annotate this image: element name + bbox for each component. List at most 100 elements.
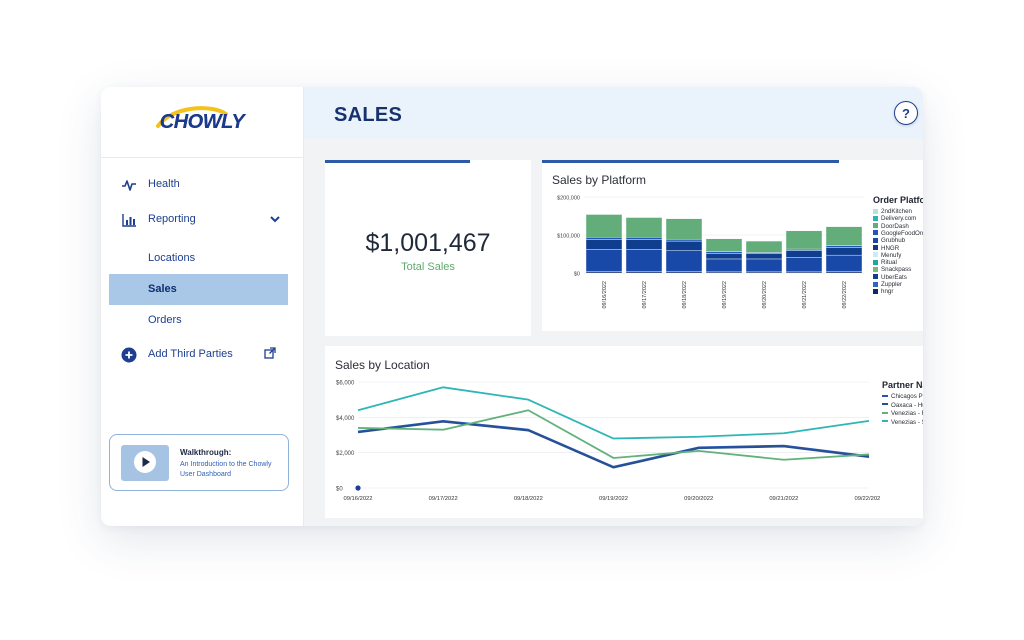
x-tick-label: 09/18/2022 [682, 281, 688, 309]
bar-segment [785, 230, 823, 250]
dashboard-window: CHOWLY Health Reporting [101, 87, 923, 526]
logo-area: CHOWLY [101, 87, 303, 158]
chart-title: Sales by Platform [552, 173, 647, 187]
logo-text: CHOWLY [159, 110, 245, 133]
y-tick-label: $6,000 [336, 381, 355, 387]
legend-label: Delivery.com [881, 215, 917, 223]
series-line [357, 409, 870, 461]
external-link-icon [264, 347, 276, 359]
walkthrough-card[interactable]: Walkthrough: An Introduction to the Chow… [109, 434, 289, 491]
legend-swatch [873, 215, 878, 221]
y-tick-label: $0 [336, 487, 343, 493]
legend-item[interactable]: DoorDash [873, 223, 909, 230]
legend-item[interactable]: Venezias - S [882, 419, 923, 426]
bar-segment [625, 237, 663, 240]
y-tick-label: $2,000 [336, 451, 355, 457]
legend-item[interactable]: Oaxaca - Hu [882, 402, 923, 409]
bar-segment [825, 254, 863, 272]
legend-swatch [882, 420, 888, 422]
bar-segment [745, 240, 783, 253]
series-line [357, 386, 870, 440]
legend-label: hngr [881, 288, 894, 296]
legend-label: Venezias - S [891, 418, 923, 426]
legend-label: Zuppler [881, 281, 902, 288]
sales-by-location-chart: $0 $2,000 $4,000 $6,000 09/16/2022 09/17/2022… [336, 381, 880, 503]
sidebar-subitem-locations[interactable]: Locations [109, 243, 288, 274]
x-tick-label: 09/17/2022 [642, 281, 648, 309]
play-button[interactable] [134, 451, 156, 473]
legend-item[interactable]: Chicagos Pi [882, 393, 923, 400]
page-title: SALES [334, 104, 403, 126]
legend-label: Chicagos Pi [891, 393, 923, 400]
sidebar-subitem-sales[interactable]: Sales [109, 274, 288, 305]
legend-item[interactable]: Ritual [873, 259, 897, 266]
total-sales-card: $1,001,467 Total Sales [325, 160, 531, 336]
chowly-logo[interactable]: CHOWLY [155, 105, 245, 134]
legend-label: GoogleFoodOrdering [881, 229, 923, 237]
bar-segment [585, 237, 623, 240]
chevron-down-icon[interactable] [269, 213, 281, 225]
legend-swatch [873, 223, 878, 229]
x-tick-label: 09/18/2022 [514, 496, 543, 502]
sales-by-platform-chart: $0 $100,000 $200,000 09/16/2022 09/17/2022 09… [557, 196, 864, 309]
total-sales-label: Total Sales [401, 261, 455, 273]
x-tick-label: 09/21/2022 [769, 496, 798, 502]
bar-segment [785, 248, 823, 251]
bar-segment [785, 250, 823, 258]
sidebar-item-reporting[interactable]: Reporting [101, 204, 303, 236]
bar-segment [625, 271, 663, 274]
sidebar-item-label: Reporting [148, 213, 196, 225]
legend-item[interactable]: hngr [873, 288, 893, 295]
sidebar-item-add-third-parties[interactable]: Add Third Parties [101, 339, 303, 371]
sidebar-item-label: Locations [148, 252, 196, 264]
legend-label: Grubhub [881, 237, 906, 245]
bar-segment [625, 249, 663, 272]
video-thumbnail[interactable] [121, 445, 169, 481]
legend-swatch [882, 411, 888, 414]
bar-segment [825, 271, 863, 274]
legend-swatch [882, 394, 888, 397]
legend-label: Ritual [881, 259, 897, 267]
legend-item[interactable]: HNGR [873, 245, 899, 252]
legend-item[interactable]: Grubhub [873, 237, 905, 244]
bar-segment [785, 257, 823, 273]
legend-item[interactable]: Delivery.com [873, 215, 916, 222]
legend-label: Oaxaca - Hu [891, 401, 923, 409]
series-line [357, 420, 870, 469]
sidebar-subitem-orders[interactable]: Orders [109, 305, 288, 336]
legend-item[interactable]: Zuppler [873, 281, 902, 288]
legend-item[interactable]: Menufy [873, 252, 901, 259]
legend-label: DoorDash [881, 222, 909, 230]
sidebar-item-label: Sales [148, 283, 177, 295]
legend-label: 2ndKitchen [881, 208, 912, 215]
x-tick-label: 09/21/2022 [802, 281, 808, 309]
y-tick-label: $200,000 [557, 196, 580, 202]
legend-item[interactable]: 2ndKitchen [873, 208, 912, 215]
bar-chart-icon [122, 214, 136, 227]
legend-item[interactable]: Snackpass [873, 266, 911, 273]
pulse-icon [122, 180, 136, 191]
play-icon [142, 457, 150, 467]
legend-swatch [882, 403, 888, 405]
legend-swatch [873, 259, 878, 265]
bar-segment [745, 258, 783, 273]
sidebar-item-health[interactable]: Health [101, 169, 303, 201]
x-tick-label: 09/22/2022 [854, 496, 880, 502]
bar-segment [825, 226, 863, 246]
bar-segment [825, 247, 863, 256]
legend-swatch [873, 266, 878, 272]
walkthrough-link[interactable]: An Introduction to the Chowly User Dashb… [180, 461, 272, 478]
legend-item[interactable]: UberEats [873, 274, 907, 281]
bar-segment [585, 214, 623, 238]
legend-label: HNGR [881, 244, 900, 252]
bar-segment [585, 239, 623, 250]
legend-item[interactable]: GoogleFoodOrdering [873, 230, 923, 237]
sidebar-item-label: Add Third Parties [148, 348, 233, 360]
x-tick-label: 09/19/2022 [599, 496, 628, 502]
bar-segment [745, 253, 783, 260]
legend-swatch [873, 237, 878, 243]
sidebar-item-label: Health [148, 178, 180, 190]
origin-point [355, 485, 361, 491]
legend-item[interactable]: Venezias - F [882, 410, 923, 417]
help-button[interactable]: ? [894, 101, 918, 125]
